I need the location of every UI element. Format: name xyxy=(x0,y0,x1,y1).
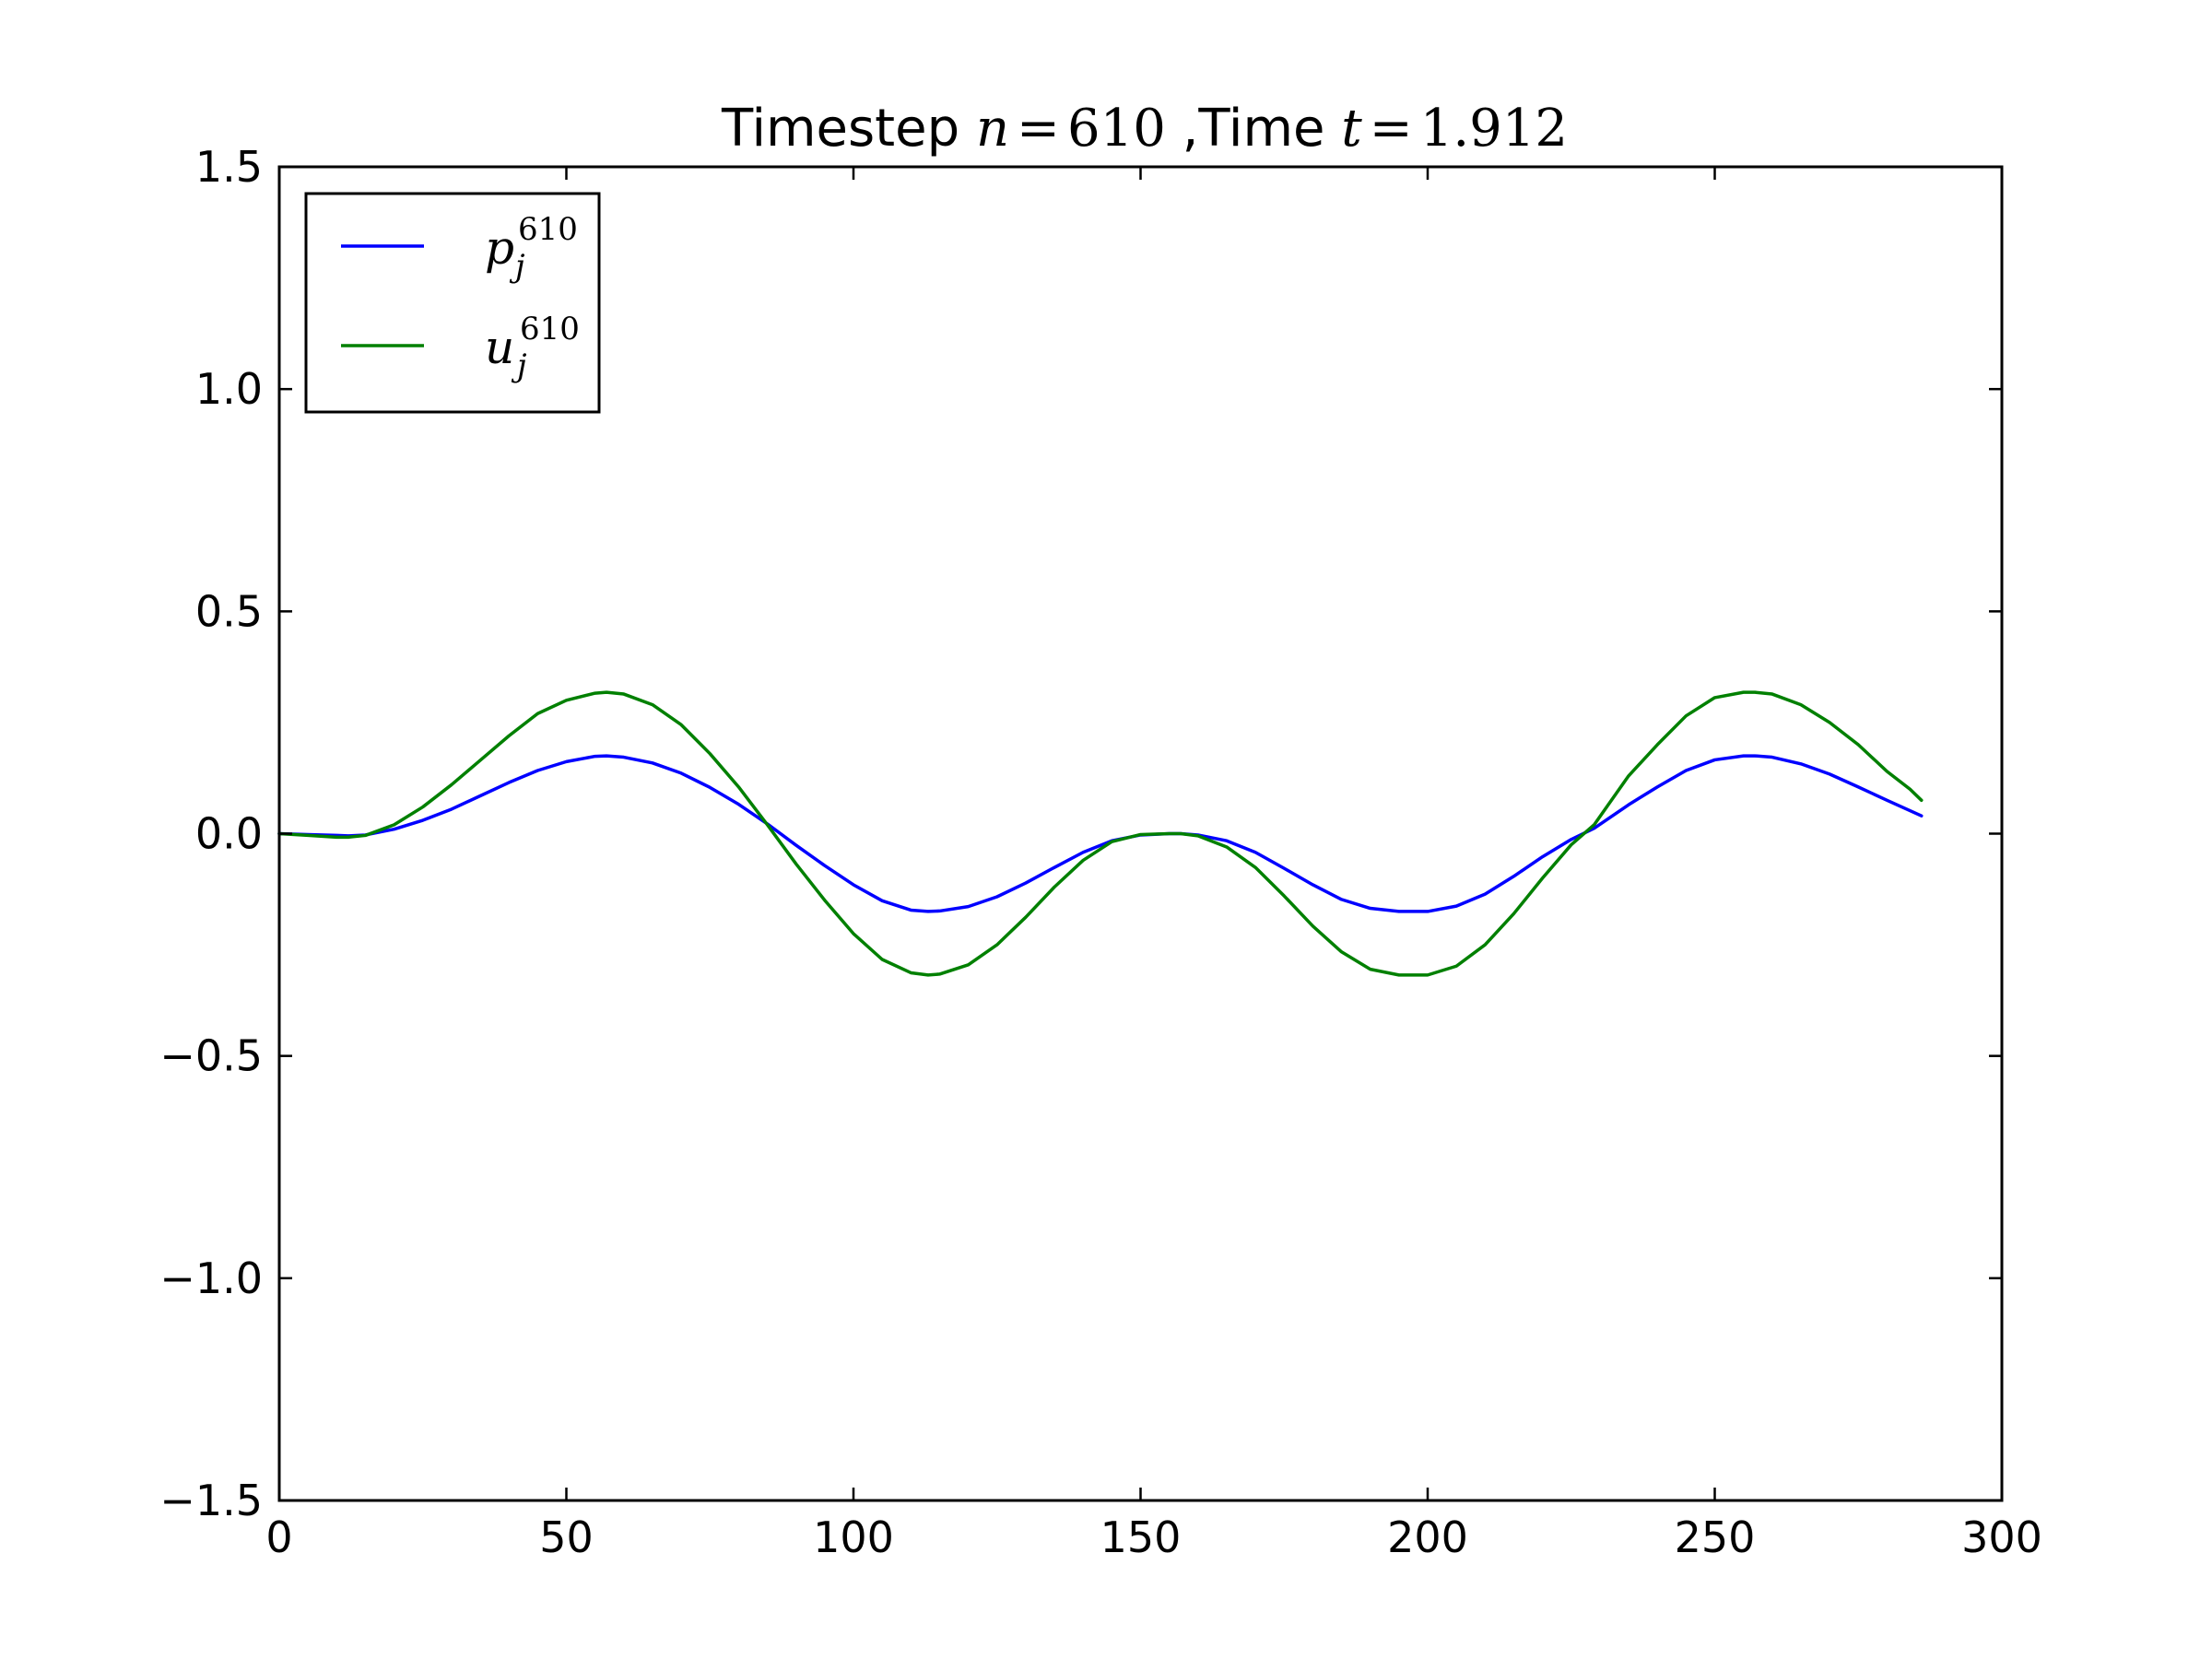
series-layer xyxy=(277,690,1924,977)
chart-title: Timestep n = 610 ,Time t = 1.912 xyxy=(721,99,1568,159)
title-mid: ,Time xyxy=(1166,99,1341,159)
legend: p 610 j u 610 j xyxy=(304,192,601,414)
y-tick-label-3: 0.0 xyxy=(195,809,263,859)
y-tick-label-6: 1.5 xyxy=(195,142,263,192)
x-tick-label-0: 0 xyxy=(265,1512,292,1562)
ticks-layer: 0 50 100 150 200 250 300 −1.5 −1.0 −0.5 0.0 0.5 1.0 1… xyxy=(159,142,2042,1562)
y-tick-label-4: 0.5 xyxy=(195,586,263,636)
title-n-value: 610 xyxy=(1067,99,1166,159)
title-n-symbol: n xyxy=(976,99,1009,159)
legend-u-main: u xyxy=(485,321,514,374)
title-t-equals: = xyxy=(1370,99,1413,159)
legend-frame xyxy=(304,192,601,414)
legend-p-main: p xyxy=(485,221,514,275)
legend-sup-p: 610 xyxy=(518,211,578,248)
x-tick-label-4: 200 xyxy=(1387,1512,1468,1562)
title-n-equals: = xyxy=(1017,99,1060,159)
title-prefix: Timestep xyxy=(721,99,976,159)
series-line-p xyxy=(277,754,1924,913)
x-tick-label-6: 300 xyxy=(1961,1512,2042,1562)
x-tick-label-5: 250 xyxy=(1675,1512,1756,1562)
legend-sup-u: 610 xyxy=(520,311,580,347)
title-t-value: 1.912 xyxy=(1420,99,1568,159)
y-tick-label-2: −0.5 xyxy=(159,1031,263,1081)
y-tick-label-1: −1.0 xyxy=(159,1253,263,1303)
x-tick-label-3: 150 xyxy=(1100,1512,1182,1562)
series-line-u xyxy=(277,690,1924,977)
x-tick-label-1: 50 xyxy=(539,1512,594,1562)
legend-label-u: u xyxy=(485,321,514,374)
y-tick-label-5: 1.0 xyxy=(195,364,263,414)
legend-label-p: p xyxy=(485,221,514,275)
y-tick-label-0: −1.5 xyxy=(159,1476,263,1525)
x-tick-label-2: 100 xyxy=(813,1512,894,1562)
title-t-symbol: t xyxy=(1341,99,1362,159)
